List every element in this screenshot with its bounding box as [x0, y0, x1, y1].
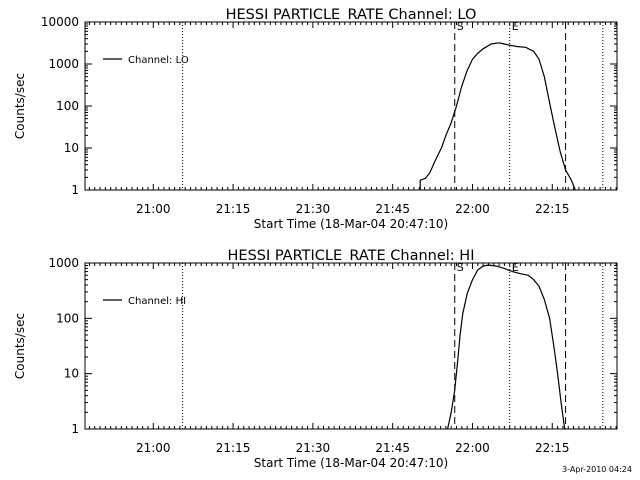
x-tick-label: 21:45 — [375, 202, 410, 216]
y-tick-label: 1000 — [48, 256, 79, 270]
x-tick-label: 21:45 — [375, 441, 410, 455]
chart-title: HESSI PARTICLE_RATE Channel: HI — [228, 248, 475, 264]
x-tick-label: 22:00 — [455, 202, 490, 216]
chart-panel-1 — [84, 21, 618, 191]
x-axis-label: Start Time (18-Mar-04 20:47:10) — [254, 217, 448, 231]
y-tick-label: 1000 — [48, 57, 79, 71]
x-tick-label: 22:15 — [535, 441, 570, 455]
y-tick-label: 100 — [56, 99, 79, 113]
x-tick-label: 21:15 — [216, 202, 251, 216]
chart-title: HESSI PARTICLE_RATE Channel: LO — [226, 7, 477, 23]
event-marker-label: E — [512, 261, 519, 274]
y-tick-label: 10 — [64, 141, 79, 155]
x-tick-label: 21:15 — [216, 441, 251, 455]
event-marker-label: E — [512, 20, 519, 33]
y-axis-label: Counts/sec — [13, 313, 27, 379]
y-axis-label: Counts/sec — [13, 73, 27, 139]
x-tick-label: 21:00 — [136, 441, 171, 455]
x-tick-label: 22:15 — [535, 202, 570, 216]
series-line — [447, 264, 566, 430]
legend-entry: Channel: LO — [128, 55, 189, 66]
y-tick-label: 1 — [71, 422, 79, 436]
x-axis-label: Start Time (18-Mar-04 20:47:10) — [254, 456, 448, 470]
x-tick-label: 22:00 — [455, 441, 490, 455]
footer-date: 3-Apr-2010 04:24 — [562, 465, 632, 474]
series-line — [419, 42, 576, 191]
x-tick-label: 21:30 — [296, 441, 331, 455]
y-tick-label: 10000 — [41, 15, 79, 29]
plot-frame — [84, 262, 618, 430]
event-marker-label: S — [457, 20, 464, 33]
y-tick-label: 10 — [64, 367, 79, 381]
y-tick-label: 100 — [56, 311, 79, 325]
plot-frame — [84, 21, 618, 191]
chart-panel-2 — [84, 262, 618, 430]
x-tick-label: 21:00 — [136, 202, 171, 216]
x-tick-label: 21:30 — [296, 202, 331, 216]
event-marker-label: S — [457, 261, 464, 274]
y-tick-label: 1 — [71, 183, 79, 197]
legend-entry: Channel: HI — [128, 296, 186, 307]
